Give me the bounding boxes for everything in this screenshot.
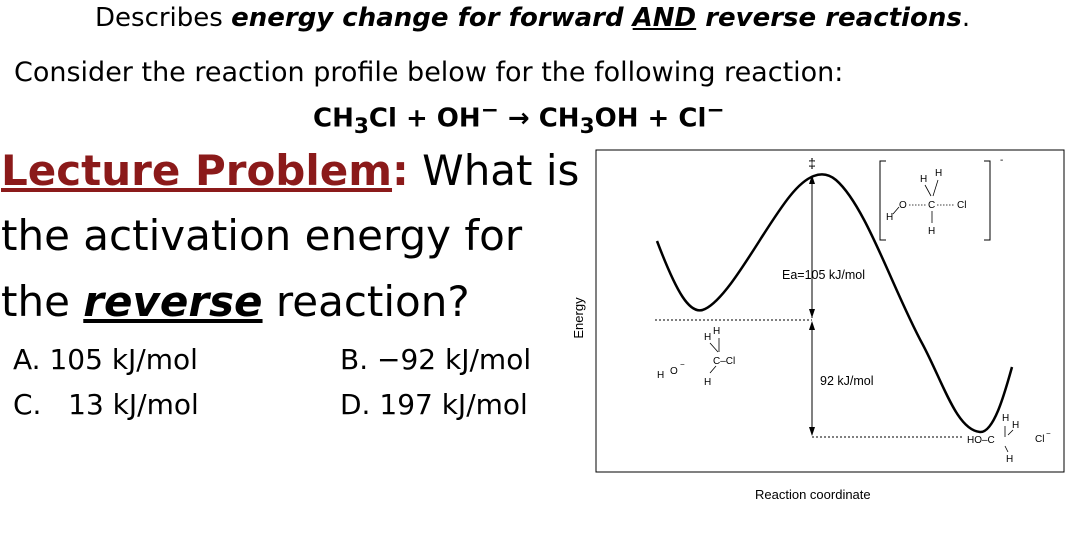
eq-reactant-charge: − [480, 98, 499, 123]
product-h-2: H [1012, 420, 1019, 431]
question-line-3-pre: the [1, 277, 84, 326]
option-c-letter: C. [13, 388, 42, 421]
reactant-oxygen: O [670, 366, 678, 377]
eq-product-1: CH [538, 103, 580, 134]
question-line-3: the reverse reaction? [1, 281, 470, 323]
product-structure: HO–C H H H Cl − [967, 413, 1051, 465]
lecture-problem-label: Lecture Problem [1, 146, 393, 195]
delta-h-label: 92 kJ/mol [820, 374, 874, 388]
ts-h-2: H [935, 168, 942, 179]
eq-product-charge: − [706, 98, 725, 123]
eq-reactant-1: CH [313, 103, 354, 134]
reactant-bond-1 [709, 342, 719, 353]
ts-h-1: H [920, 174, 927, 185]
ts-chlorine: Cl [957, 200, 966, 211]
option-a-value: 105 kJ/mol [49, 343, 198, 376]
eq-reactant-1-sub: 3 [353, 113, 369, 139]
transition-state-structure: - H H H O C Cl H [879, 155, 1003, 241]
ts-bracket-right [984, 160, 991, 241]
transition-state-symbol: ‡ [808, 155, 816, 171]
reaction-equation: CH3Cl + OH− → CH3OH + Cl− [313, 98, 725, 139]
question-line-1-rest: What is [408, 146, 580, 195]
ts-bracket-left [879, 160, 886, 241]
ts-carbon: C [928, 200, 935, 211]
product-h-1: H [1002, 413, 1009, 424]
option-d-value: 197 kJ/mol [379, 388, 528, 421]
option-c-value: 13 kJ/mol [68, 388, 199, 421]
dh-arrow-head-top [809, 321, 815, 330]
option-b-letter: B. [340, 343, 369, 376]
ts-h-left: H [886, 212, 893, 223]
subtitle-and: AND [632, 3, 697, 33]
option-b-value: −92 kJ/mol [377, 343, 532, 376]
ts-charge: - [1000, 155, 1003, 166]
subtitle-emphasis-2: reverse reactions [696, 3, 962, 33]
reactant-h-bottom: H [704, 377, 711, 388]
consider-line: Consider the reaction profile below for … [14, 57, 844, 88]
option-a-letter: A. [13, 343, 41, 376]
eq-reactant-rest: Cl + OH [368, 103, 481, 134]
x-axis-label: Reaction coordinate [755, 487, 871, 502]
ts-oxygen: O [899, 200, 907, 211]
product-bond-2 [1007, 429, 1014, 436]
product-h-bottom: H [1006, 454, 1013, 465]
reactant-oxygen-charge: − [680, 360, 685, 369]
activation-energy-label: Ea=105 kJ/mol [782, 268, 865, 282]
subtitle-emphasis-1: energy change for forward [231, 3, 633, 33]
eq-product-rest: OH + Cl [594, 103, 707, 134]
eq-arrow: → [498, 103, 539, 134]
question-line-1: Lecture Problem: What is [1, 150, 579, 192]
lecture-problem-colon: : [392, 146, 409, 195]
subtitle-line: Describes energy change for forward AND … [95, 3, 970, 33]
ea-arrow-head-top [809, 175, 815, 184]
option-d-letter: D. [340, 388, 371, 421]
reactant-structure: H O − H H C–Cl H [657, 326, 735, 388]
question-line-3-post: reaction? [262, 277, 470, 326]
ts-bond-2 [932, 179, 939, 197]
product-chloride-charge: − [1046, 429, 1051, 438]
option-c[interactable]: C. 13 kJ/mol [13, 388, 199, 421]
reactant-c-cl: C–Cl [713, 356, 735, 367]
dh-arrow-head-bottom [809, 427, 815, 436]
ts-h-bottom: H [928, 226, 935, 237]
reactant-h-top-2: H [713, 326, 720, 337]
option-a[interactable]: A. 105 kJ/mol [13, 343, 198, 376]
subtitle-prefix: Describes [95, 3, 232, 33]
ts-bond-3 [892, 206, 900, 215]
option-b[interactable]: B. −92 kJ/mol [340, 343, 531, 376]
product-bond-3 [1004, 445, 1009, 453]
option-d[interactable]: D. 197 kJ/mol [340, 388, 528, 421]
question-emphasis-reverse: reverse [83, 277, 263, 326]
reactant-bond-3 [709, 365, 717, 374]
reactant-h-oh: H [657, 370, 664, 381]
question-line-2: the activation energy for [1, 211, 523, 260]
y-axis-label: Energy [571, 297, 586, 339]
eq-product-1-sub: 3 [579, 113, 595, 139]
ea-arrow-head-bottom [809, 309, 815, 318]
plot-frame [595, 149, 1065, 473]
energy-curve [655, 173, 1014, 434]
product-ho-c: HO–C [967, 435, 995, 446]
ts-bond-1 [924, 184, 932, 197]
subtitle-period: . [961, 3, 971, 33]
reactant-h-top-1: H [704, 332, 711, 343]
product-chloride: Cl [1035, 434, 1044, 445]
